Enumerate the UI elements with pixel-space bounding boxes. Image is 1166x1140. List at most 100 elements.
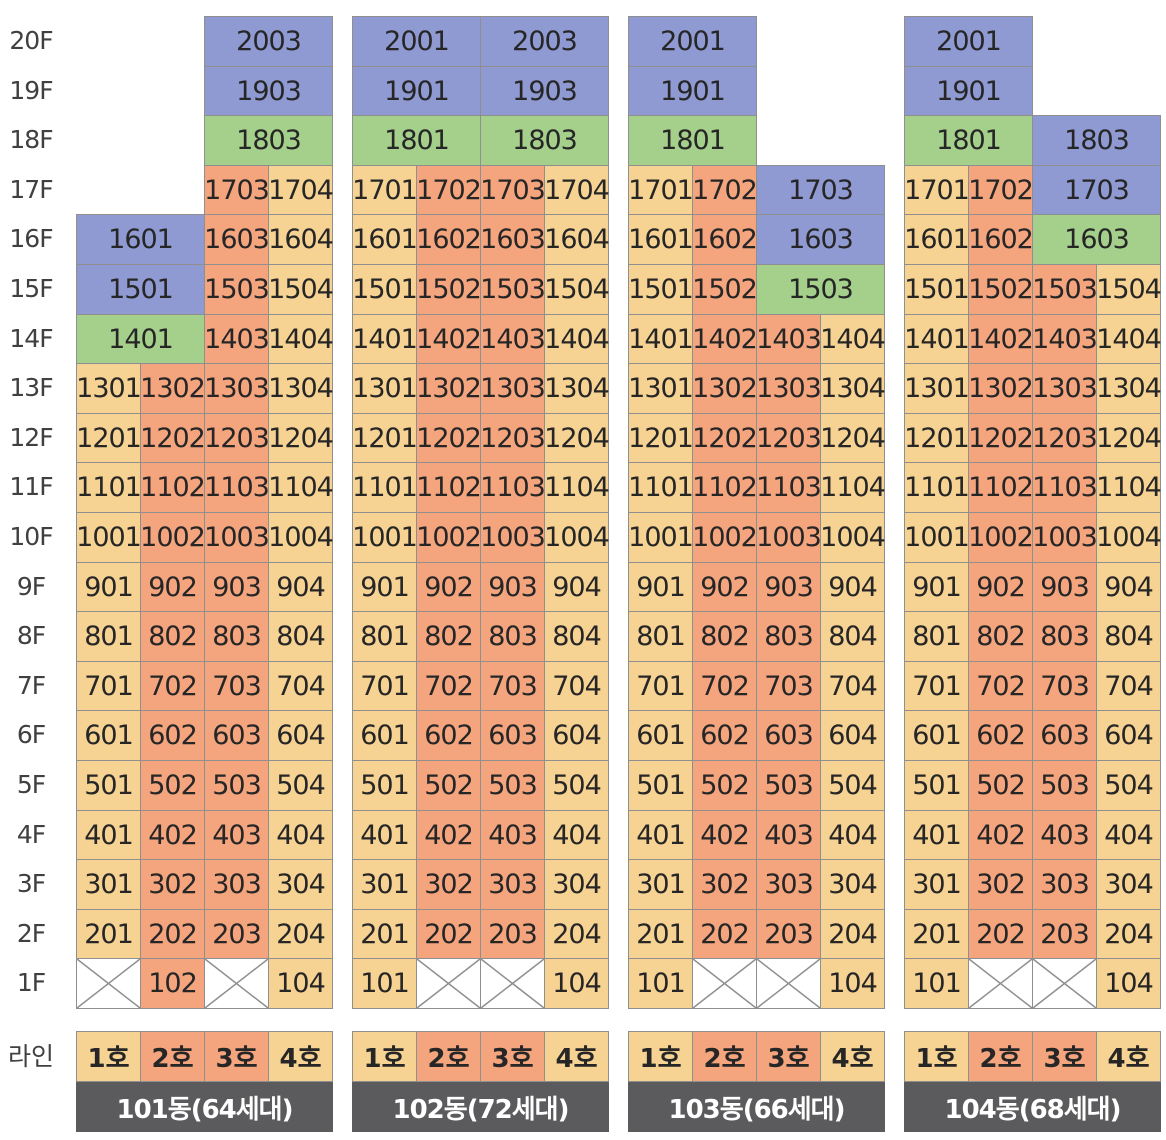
unit-cell: 402 [968, 810, 1033, 860]
unit-number: 903 [212, 571, 262, 603]
unit-number: 402 [424, 819, 474, 851]
unit-cell: 304 [820, 859, 885, 910]
unit-number: 1202 [968, 422, 1034, 454]
unit-cell: 801 [76, 611, 141, 662]
unit-number: 601 [84, 720, 134, 751]
unit-number: 604 [552, 720, 602, 751]
unit-cell: 1103 [756, 462, 822, 513]
unit-number: 402 [976, 819, 1026, 851]
building-name: 103동(66세대) [628, 1082, 885, 1132]
unit-cell: 902 [416, 562, 481, 612]
unit-cell: 701 [904, 661, 969, 711]
line-row-label: 라인 [7, 1042, 54, 1071]
unit-cell: 1104 [268, 462, 334, 513]
unit-number: 301 [84, 869, 134, 900]
unit-number: 502 [976, 770, 1026, 801]
unit-cell: 503 [204, 760, 269, 811]
unit-cell: 1203 [1032, 413, 1098, 463]
floor-label: 6F [16, 720, 46, 750]
unit-cell: 703 [1032, 661, 1097, 711]
unit-number: 201 [84, 918, 134, 950]
unit-number: 902 [700, 571, 750, 603]
unit-number: 704 [552, 670, 602, 702]
unit-cell: 1502 [692, 264, 758, 315]
unit-cell: 202 [416, 909, 481, 959]
line-label: 4호 [820, 1031, 885, 1082]
unit-cell: 1701 [904, 165, 970, 215]
unit-number: 302 [424, 869, 474, 900]
unit-cell: 1201 [628, 413, 694, 463]
unit-number: 601 [360, 720, 410, 751]
floor-label: 1F [16, 968, 46, 998]
unit-cell: 1703 [204, 165, 270, 215]
unit-number: 502 [148, 770, 198, 801]
unit-number: 1102 [416, 472, 482, 503]
unit-number: 1403 [756, 323, 822, 355]
unit-cell: 1404 [820, 314, 886, 364]
unit-number: 1502 [416, 274, 482, 305]
unit-number: 1102 [692, 472, 758, 503]
unit-cell: 1001 [904, 512, 970, 563]
unit-cell: 603 [756, 710, 821, 761]
unit-cell: 1501 [352, 264, 418, 315]
floor-label: 19F [9, 75, 53, 105]
unit-cell: 702 [140, 661, 205, 711]
unit-cell: 102 [140, 958, 205, 1009]
unit-number: 1103 [1032, 472, 1098, 503]
unit-number: 1101 [352, 472, 418, 503]
cross-icon [77, 959, 140, 1008]
unit-number: 104 [1104, 968, 1154, 999]
unit-number: 1004 [820, 522, 886, 553]
unit-cell: 802 [416, 611, 481, 662]
unit-cell: 804 [544, 611, 609, 662]
unit-number: 503 [488, 770, 538, 801]
unit-cell: 503 [756, 760, 821, 811]
unit-number: 404 [1104, 819, 1154, 851]
line-label: 1호 [76, 1031, 141, 1082]
unit-cell: 1002 [692, 512, 758, 563]
unit-cell: 1103 [204, 462, 270, 513]
unit-number: 1703 [204, 174, 270, 206]
unit-cell: 503 [1032, 760, 1097, 811]
unit-number: 1701 [904, 174, 970, 206]
unit-cell: 2003 [480, 16, 609, 67]
unit-cell: 1403 [480, 314, 546, 364]
unit-cell: 604 [820, 710, 885, 761]
unit-number: 802 [148, 621, 198, 652]
unit-number: 703 [1040, 670, 1090, 702]
unit-number: 1501 [108, 274, 174, 305]
unit-number: 904 [552, 571, 602, 603]
unit-number: 904 [276, 571, 326, 603]
unit-number: 803 [488, 621, 538, 652]
cross-icon [417, 959, 480, 1008]
unit-number: 302 [976, 869, 1026, 900]
unit-cell: 1601 [76, 214, 205, 265]
unit-number: 1003 [480, 522, 546, 553]
unit-number: 304 [276, 869, 326, 900]
unit-cell: 902 [692, 562, 757, 612]
unit-number: 1601 [628, 224, 694, 255]
unit-cell: 903 [480, 562, 545, 612]
unit-cell: 504 [1096, 760, 1161, 811]
unit-cell: 1004 [544, 512, 610, 563]
unit-number: 1504 [268, 274, 334, 305]
unit-cell: 603 [480, 710, 545, 761]
unit-number: 701 [636, 670, 686, 702]
unit-number: 1304 [544, 373, 610, 404]
unit-cell: 1403 [756, 314, 822, 364]
unit-cell: 1104 [1096, 462, 1162, 513]
unit-number: 1603 [1064, 224, 1130, 255]
unit-cell: 1302 [968, 363, 1034, 414]
unit-cell: 204 [820, 909, 885, 959]
unit-cell: 1602 [968, 214, 1034, 265]
unit-number: 1301 [628, 373, 694, 404]
unit-cell: 402 [416, 810, 481, 860]
unit-number: 1002 [416, 522, 482, 553]
unit-number: 1101 [904, 472, 970, 503]
unit-number: 203 [764, 918, 814, 950]
unit-cell: 1103 [480, 462, 546, 513]
unit-number: 1602 [968, 224, 1034, 255]
unit-cell: 1803 [480, 115, 609, 166]
unit-cell: 903 [1032, 562, 1097, 612]
unit-number: 2001 [660, 26, 726, 57]
